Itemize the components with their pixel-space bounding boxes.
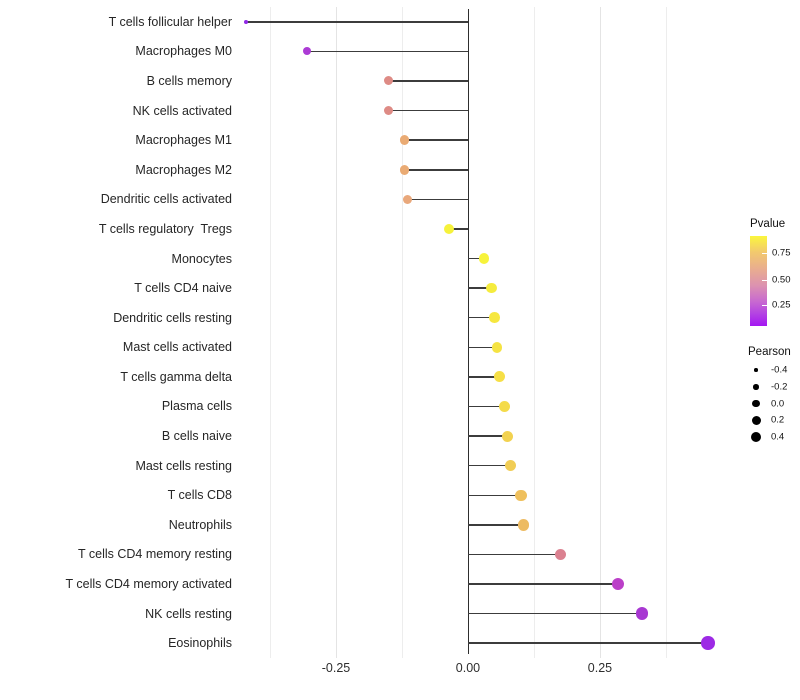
x-axis-tick-label: -0.25 — [321, 661, 351, 675]
lollipop-dot — [491, 342, 503, 353]
zero-reference-line — [467, 9, 470, 654]
lollipop-dot — [502, 430, 514, 442]
lollipop-stem — [467, 405, 505, 408]
lollipop-stem — [407, 198, 468, 201]
pvalue-legend-label: 0.25 — [772, 299, 791, 311]
lollipop-dot — [444, 223, 455, 234]
lollipop-stem — [467, 435, 508, 437]
x-axis-tick-label: 0.00 — [455, 661, 481, 675]
lollipop-dot — [554, 548, 567, 561]
lollipop-stem — [467, 346, 497, 349]
pvalue-bar-tick — [762, 253, 767, 255]
pearson-legend-label: 0.0 — [771, 398, 785, 409]
y-axis-label: T cells CD8 — [167, 488, 232, 503]
y-axis-label: Eosinophils — [168, 636, 232, 651]
minor-gridline — [269, 7, 271, 658]
pvalue-legend-label: 0.75 — [772, 247, 791, 259]
lollipop-dot — [635, 607, 649, 620]
pvalue-legend-title: Pvalue — [750, 218, 786, 230]
lollipop-stem — [404, 139, 468, 141]
lollipop-dot — [384, 76, 394, 86]
pearson-legend-dot — [752, 399, 760, 408]
lollipop-dot — [499, 400, 511, 412]
pearson-legend-label: -0.4 — [771, 364, 788, 376]
y-axis-label: Macrophages M0 — [135, 44, 232, 59]
lollipop-stem — [467, 524, 524, 526]
lollipop-stem — [467, 316, 495, 319]
y-axis-label: T cells CD4 memory activated — [65, 577, 233, 592]
lollipop-dot — [399, 135, 410, 145]
pearson-legend-label: 0.4 — [771, 431, 785, 443]
y-axis-label: Mast cells activated — [122, 340, 232, 355]
minor-gridline — [533, 7, 535, 658]
lollipop-dot — [384, 106, 394, 116]
minor-gridline — [665, 7, 667, 658]
lollipop-stem — [467, 553, 561, 556]
y-axis-label: Plasma cells — [161, 399, 232, 414]
lollipop-stem — [467, 287, 492, 289]
y-axis-label: Monocytes — [171, 251, 232, 266]
lollipop-stem — [467, 257, 484, 260]
y-axis-label: NK cells resting — [145, 606, 232, 621]
lollipop-dot — [517, 519, 530, 531]
y-axis-label: Neutrophils — [168, 517, 232, 532]
y-axis-label: B cells naive — [161, 429, 232, 444]
major-gridline — [599, 7, 601, 658]
lollipop-stem — [467, 464, 511, 467]
lollipop-dot — [515, 489, 527, 501]
lollipop-stem — [467, 494, 521, 496]
y-axis-label: Macrophages M2 — [135, 162, 232, 177]
lollipop-stem — [467, 376, 500, 378]
lollipop-stem — [467, 583, 619, 585]
minor-gridline — [401, 7, 403, 658]
major-gridline — [335, 7, 337, 658]
pearson-legend-dot — [754, 368, 758, 372]
pvalue-bar-tick — [762, 280, 767, 282]
lollipop-stem — [246, 21, 468, 23]
lollipop-stem — [388, 80, 468, 82]
y-axis-label: Mast cells resting — [135, 458, 232, 473]
y-axis-label: Dendritic cells activated — [100, 192, 232, 207]
lollipop-dot — [244, 19, 249, 24]
y-axis-label: T cells follicular helper — [108, 14, 232, 29]
lollipop-dot — [302, 47, 311, 56]
pvalue-bar-tick — [762, 305, 767, 307]
pearson-legend-label: 0.2 — [771, 414, 785, 426]
lollipop-dot — [486, 282, 497, 294]
y-axis-label: T cells CD4 naive — [134, 281, 232, 296]
lollipop-dot — [612, 578, 625, 591]
lollipop-dot — [402, 194, 412, 205]
y-axis-label: T cells gamma delta — [120, 369, 232, 384]
pearson-legend-title: Pearson — [748, 346, 791, 358]
pearson-legend-dot — [753, 384, 759, 390]
lollipop-dot — [399, 165, 410, 175]
pvalue-legend-label: 0.50 — [772, 274, 791, 286]
y-axis-label: T cells regulatory Tregs — [98, 221, 232, 236]
lollipop-dot — [494, 371, 506, 383]
y-axis-label: Macrophages M1 — [135, 133, 232, 148]
lollipop-dot — [478, 253, 490, 264]
lollipop-stem — [306, 50, 468, 53]
lollipop-stem — [449, 228, 468, 230]
pearson-legend-dot — [751, 415, 761, 425]
y-axis-label: NK cells activated — [132, 103, 232, 118]
lollipop-stem — [404, 169, 468, 171]
lollipop-stem — [467, 612, 643, 615]
pvalue-gradient-bar — [750, 236, 767, 326]
lollipop-dot — [489, 312, 500, 323]
x-axis-tick-label: 0.25 — [587, 661, 613, 675]
lollipop-dot — [504, 460, 516, 472]
lollipop-stem — [467, 642, 709, 644]
pearson-legend-dot — [750, 431, 762, 443]
pearson-legend-label: -0.2 — [771, 381, 788, 393]
y-axis-label: B cells memory — [146, 73, 232, 88]
y-axis-label: T cells CD4 memory resting — [78, 547, 232, 562]
lollipop-stem — [388, 109, 468, 112]
lollipop-dot — [701, 636, 715, 650]
y-axis-label: Dendritic cells resting — [113, 310, 232, 325]
